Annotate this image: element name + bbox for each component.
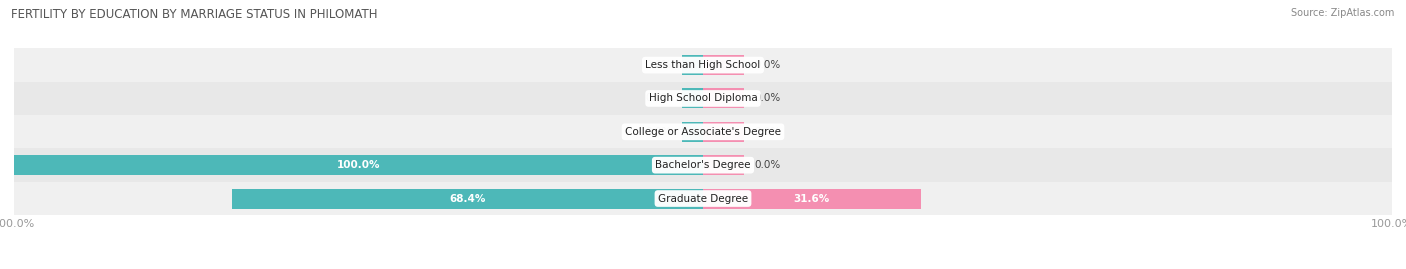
Text: 0.0%: 0.0% [755,127,780,137]
Bar [14,48,1392,82]
Bar [703,122,744,142]
Text: Graduate Degree: Graduate Degree [658,193,748,204]
Bar [14,155,703,175]
Text: 68.4%: 68.4% [449,193,485,204]
Text: 31.6%: 31.6% [794,193,830,204]
Text: 0.0%: 0.0% [645,60,672,70]
Bar [14,148,1392,182]
Bar [703,55,744,75]
Text: 0.0%: 0.0% [755,60,780,70]
Text: 0.0%: 0.0% [645,93,672,104]
Text: College or Associate's Degree: College or Associate's Degree [626,127,780,137]
Bar [682,89,703,108]
Text: Source: ZipAtlas.com: Source: ZipAtlas.com [1291,8,1395,18]
Text: FERTILITY BY EDUCATION BY MARRIAGE STATUS IN PHILOMATH: FERTILITY BY EDUCATION BY MARRIAGE STATU… [11,8,378,21]
Bar [703,155,744,175]
Text: 100.0%: 100.0% [337,160,380,170]
Bar [14,115,1392,148]
Bar [14,82,1392,115]
Bar [682,122,703,142]
Text: Less than High School: Less than High School [645,60,761,70]
Bar [682,55,703,75]
Bar [14,182,1392,215]
Text: 0.0%: 0.0% [755,93,780,104]
Text: High School Diploma: High School Diploma [648,93,758,104]
Text: 0.0%: 0.0% [755,160,780,170]
Bar [703,189,921,208]
Bar [703,89,744,108]
Text: Bachelor's Degree: Bachelor's Degree [655,160,751,170]
Bar [232,189,703,208]
Text: 0.0%: 0.0% [645,127,672,137]
